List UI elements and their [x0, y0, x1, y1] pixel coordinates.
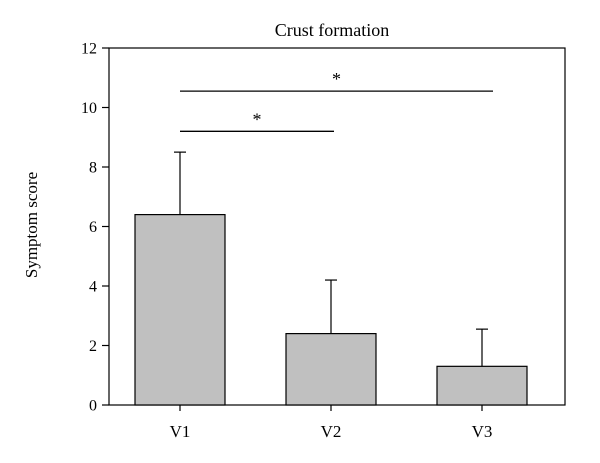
y-tick-label: 6	[89, 219, 97, 236]
y-tick-label: 12	[81, 41, 97, 58]
y-tick-label: 0	[89, 398, 97, 415]
significance-marker: *	[253, 109, 262, 129]
y-axis-label: Symptom score	[22, 172, 41, 278]
chart-title: Crust formation	[275, 20, 390, 40]
y-tick-label: 4	[89, 279, 97, 296]
x-tick-label: V1	[170, 422, 191, 441]
bar	[436, 365, 528, 406]
bar	[285, 333, 377, 406]
y-tick-label: 8	[89, 160, 97, 177]
y-tick-label: 2	[89, 338, 97, 355]
x-tick-label: V2	[321, 422, 342, 441]
x-tick-label: V3	[472, 422, 493, 441]
plot-area: 0 2 4 6 8 10 12 V1 V2 V3 * *	[81, 41, 566, 441]
significance-marker: *	[332, 69, 341, 89]
bar	[134, 214, 226, 406]
y-tick-label: 10	[81, 100, 97, 117]
